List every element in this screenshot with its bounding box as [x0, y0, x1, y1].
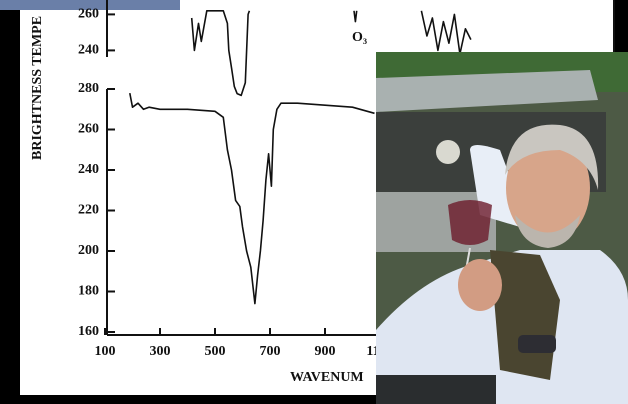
lamp: [436, 140, 460, 164]
wine-glass: [448, 200, 492, 245]
photo: [0, 0, 628, 404]
page: 1601802002202402602801003005007009001100…: [0, 0, 628, 404]
watch: [518, 335, 556, 353]
hand: [458, 259, 502, 311]
chair: [376, 375, 496, 404]
